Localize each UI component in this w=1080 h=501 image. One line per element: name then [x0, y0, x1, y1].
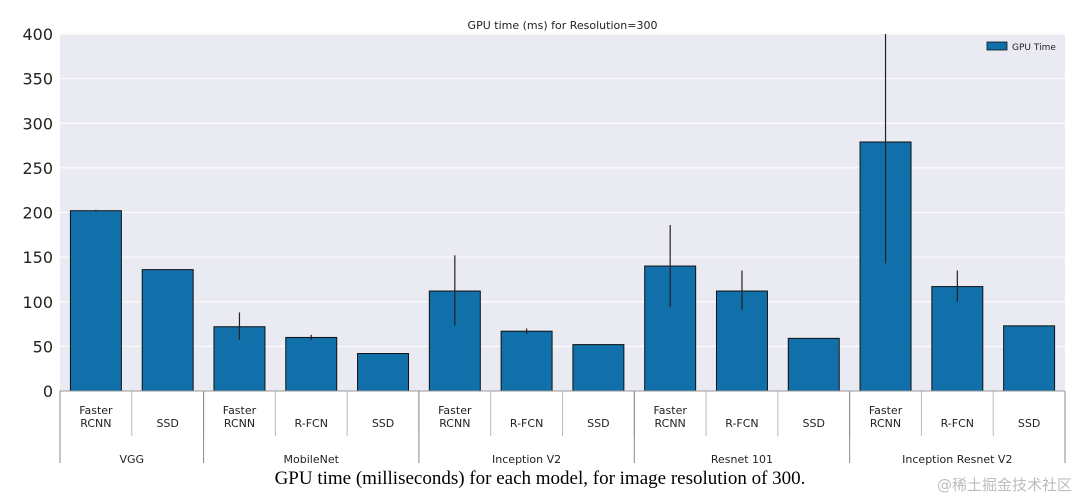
watermark: @稀土掘金技术社区 [936, 476, 1072, 494]
x-tick-label: R-FCN [941, 417, 974, 430]
x-tick-label: Faster [79, 404, 113, 417]
group-label: Inception Resnet V2 [902, 453, 1012, 466]
chart-title: GPU time (ms) for Resolution=300 [468, 19, 658, 32]
x-tick-label: SSD [803, 417, 825, 430]
x-tick-label: SSD [1018, 417, 1040, 430]
x-tick-label: SSD [156, 417, 178, 430]
x-tick-label: Faster [653, 404, 687, 417]
y-tick-label: 200 [22, 204, 53, 223]
x-tick-label: R-FCN [295, 417, 328, 430]
group-label: Inception V2 [492, 453, 561, 466]
bar [1003, 325, 1056, 392]
bar [931, 286, 984, 392]
bar [787, 337, 840, 392]
y-tick-label: 100 [22, 293, 53, 312]
y-tick-label: 50 [33, 337, 53, 356]
x-tick-label: Faster [223, 404, 257, 417]
x-tick-label: R-FCN [725, 417, 758, 430]
x-tick-label: RCNN [80, 417, 111, 430]
y-tick-label: 400 [22, 25, 53, 44]
x-tick-label: R-FCN [510, 417, 543, 430]
x-tick-label: RCNN [870, 417, 901, 430]
group-label: MobileNet [284, 453, 340, 466]
y-tick-label: 250 [22, 159, 53, 178]
bar [357, 353, 410, 392]
bar [500, 330, 553, 392]
x-tick-label: SSD [372, 417, 394, 430]
x-tick-label: Faster [869, 404, 903, 417]
group-label: VGG [119, 453, 144, 466]
figure-caption: GPU time (milliseconds) for each model, … [274, 468, 806, 489]
x-tick-label: RCNN [655, 417, 686, 430]
y-tick-label: 0 [43, 382, 53, 401]
x-tick-label: SSD [587, 417, 609, 430]
y-tick-label: 350 [22, 70, 53, 89]
legend-swatch [986, 41, 1008, 51]
bar [141, 269, 194, 392]
x-tick-label: Faster [438, 404, 472, 417]
x-tick-label: RCNN [224, 417, 255, 430]
y-tick-label: 300 [22, 114, 53, 133]
x-tick-label: RCNN [439, 417, 470, 430]
bar [285, 336, 338, 392]
bar [572, 344, 625, 392]
group-label: Resnet 101 [711, 453, 773, 466]
bar [69, 210, 122, 392]
legend-label: GPU Time [1012, 43, 1056, 53]
y-tick-label: 150 [22, 248, 53, 267]
